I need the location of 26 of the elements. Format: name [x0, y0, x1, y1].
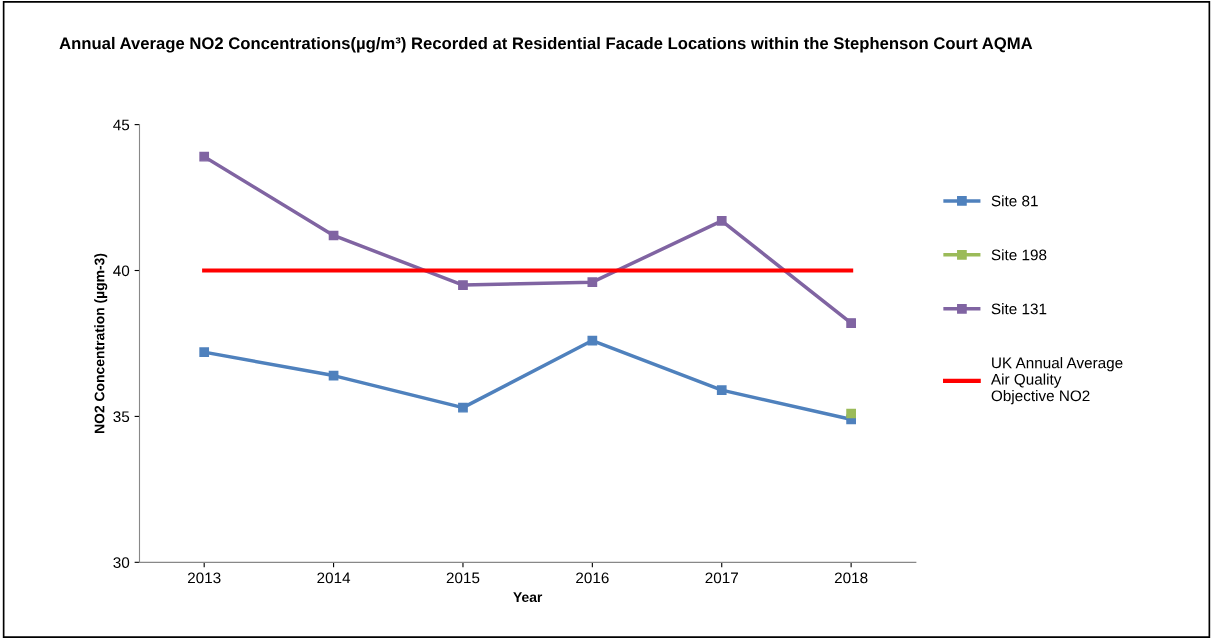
point: [846, 318, 856, 328]
point: [716, 216, 727, 226]
legend-label: Site 131: [991, 303, 1047, 315]
point: [587, 277, 598, 288]
y-axis-title: NO2 Concentration (µgm-3): [94, 253, 108, 433]
y-tick-label: 30: [113, 557, 130, 569]
x-tick-label: 2016: [576, 572, 609, 584]
x-tick-label: 2015: [446, 572, 480, 584]
point: [458, 402, 468, 413]
x-tick-label: 2014: [317, 572, 351, 584]
legend-label: Site 198: [991, 249, 1047, 261]
point: [458, 280, 468, 290]
point: [199, 151, 210, 162]
y-tick-label: 40: [113, 265, 130, 277]
point: [587, 335, 598, 346]
legend-label: UK Annual Average Air Quality Objective NO2: [990, 357, 1123, 405]
y-tick-label: 45: [113, 119, 130, 131]
x-tick-label: 2018: [834, 572, 868, 584]
chart-title: Annual Average NO2 Concentrations(µg/m³) Recorded at Residential Facade Locations within the Stephenson Court AQMA: [59, 36, 1033, 53]
point: [199, 347, 210, 358]
x-axis-title: Year: [513, 592, 543, 603]
x-tick-label: 2013: [187, 572, 221, 584]
x-tick-label: 2017: [705, 572, 738, 584]
point: [716, 385, 727, 396]
legend-label: Site 81: [991, 195, 1038, 207]
y-tick-label: 35: [113, 411, 130, 423]
